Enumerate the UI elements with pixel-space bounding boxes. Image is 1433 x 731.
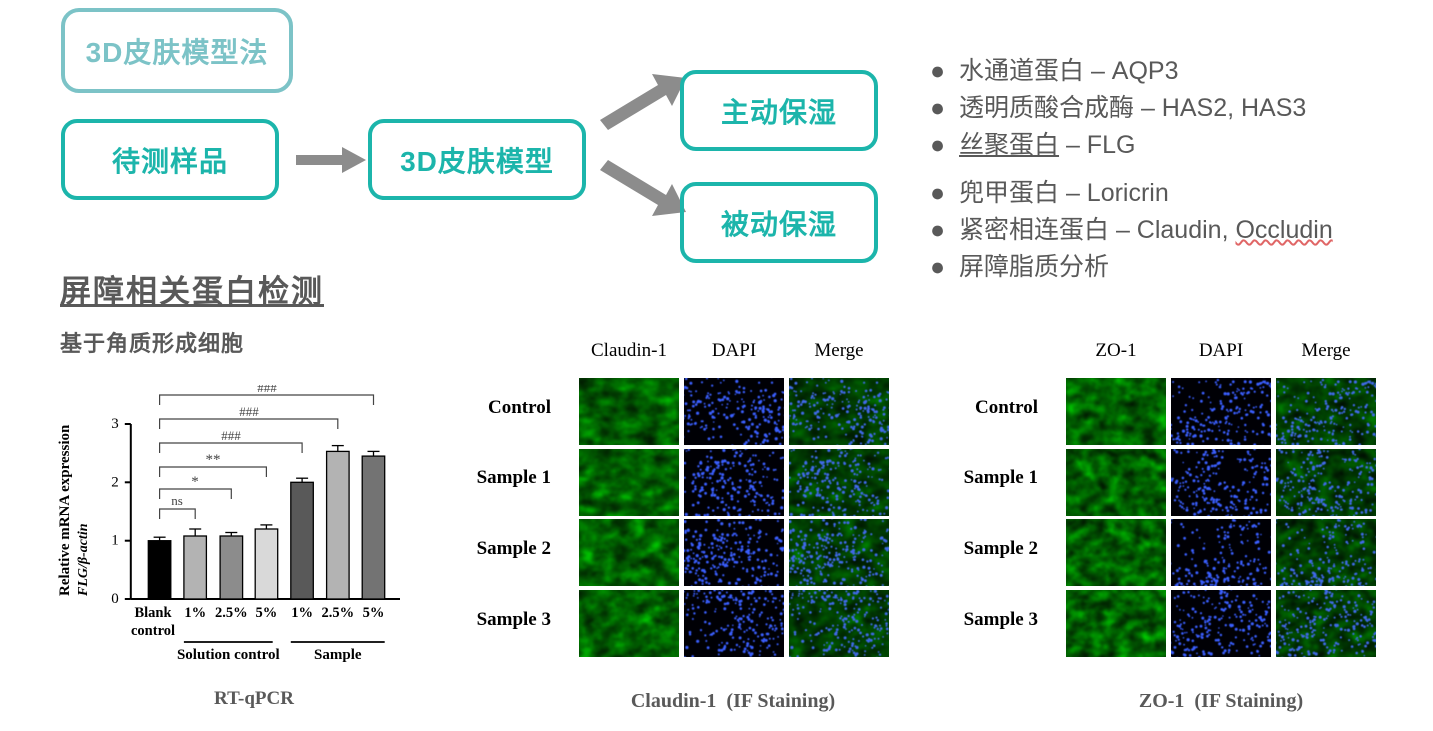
svg-text:###: ### <box>239 404 259 419</box>
svg-text:5%: 5% <box>256 605 278 621</box>
svg-text:Sample: Sample <box>314 647 362 663</box>
svg-text:1: 1 <box>111 533 119 549</box>
svg-text:Blank: Blank <box>134 605 172 621</box>
svg-text:###: ### <box>221 428 241 443</box>
svg-text:ns: ns <box>171 493 183 508</box>
svg-text:**: ** <box>206 452 221 468</box>
svg-text:Relative mRNA expression: Relative mRNA expression <box>57 424 73 596</box>
svg-text:1%: 1% <box>291 605 313 621</box>
svg-text:0: 0 <box>111 591 119 607</box>
svg-text:5%: 5% <box>363 605 385 621</box>
svg-text:3: 3 <box>111 416 119 432</box>
svg-text:2: 2 <box>111 474 119 490</box>
svg-text:control: control <box>131 623 175 639</box>
svg-text:*: * <box>191 474 199 490</box>
svg-text:1%: 1% <box>184 605 206 621</box>
svg-text:2.5%: 2.5% <box>321 605 354 621</box>
svg-text:FLG/β-actin: FLG/β-actin <box>76 523 91 597</box>
svg-text:Solution control: Solution control <box>177 647 280 663</box>
svg-text:###: ### <box>257 385 277 395</box>
svg-text:2.5%: 2.5% <box>215 605 248 621</box>
